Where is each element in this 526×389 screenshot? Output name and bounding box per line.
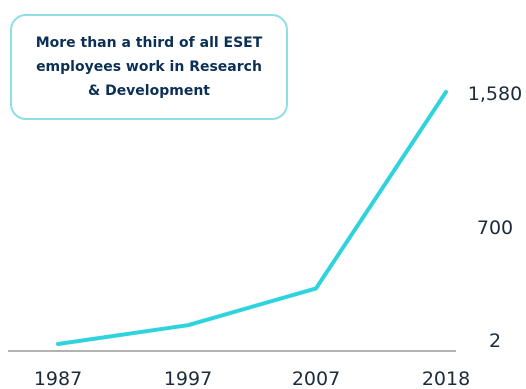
y-tick-label: 2 bbox=[489, 330, 501, 352]
annotation-box: More than a third of all ESET employees … bbox=[10, 14, 288, 120]
annotation-text: More than a third of all ESET employees … bbox=[35, 35, 263, 99]
x-tick-label: 1997 bbox=[164, 368, 212, 389]
y-tick-label: 1,580 bbox=[468, 83, 522, 105]
series-line bbox=[56, 90, 448, 346]
x-tick-label: 2018 bbox=[422, 368, 470, 389]
y-tick-label: 700 bbox=[477, 217, 513, 239]
x-tick-label: 2007 bbox=[292, 368, 340, 389]
x-tick-label: 1987 bbox=[34, 368, 82, 389]
